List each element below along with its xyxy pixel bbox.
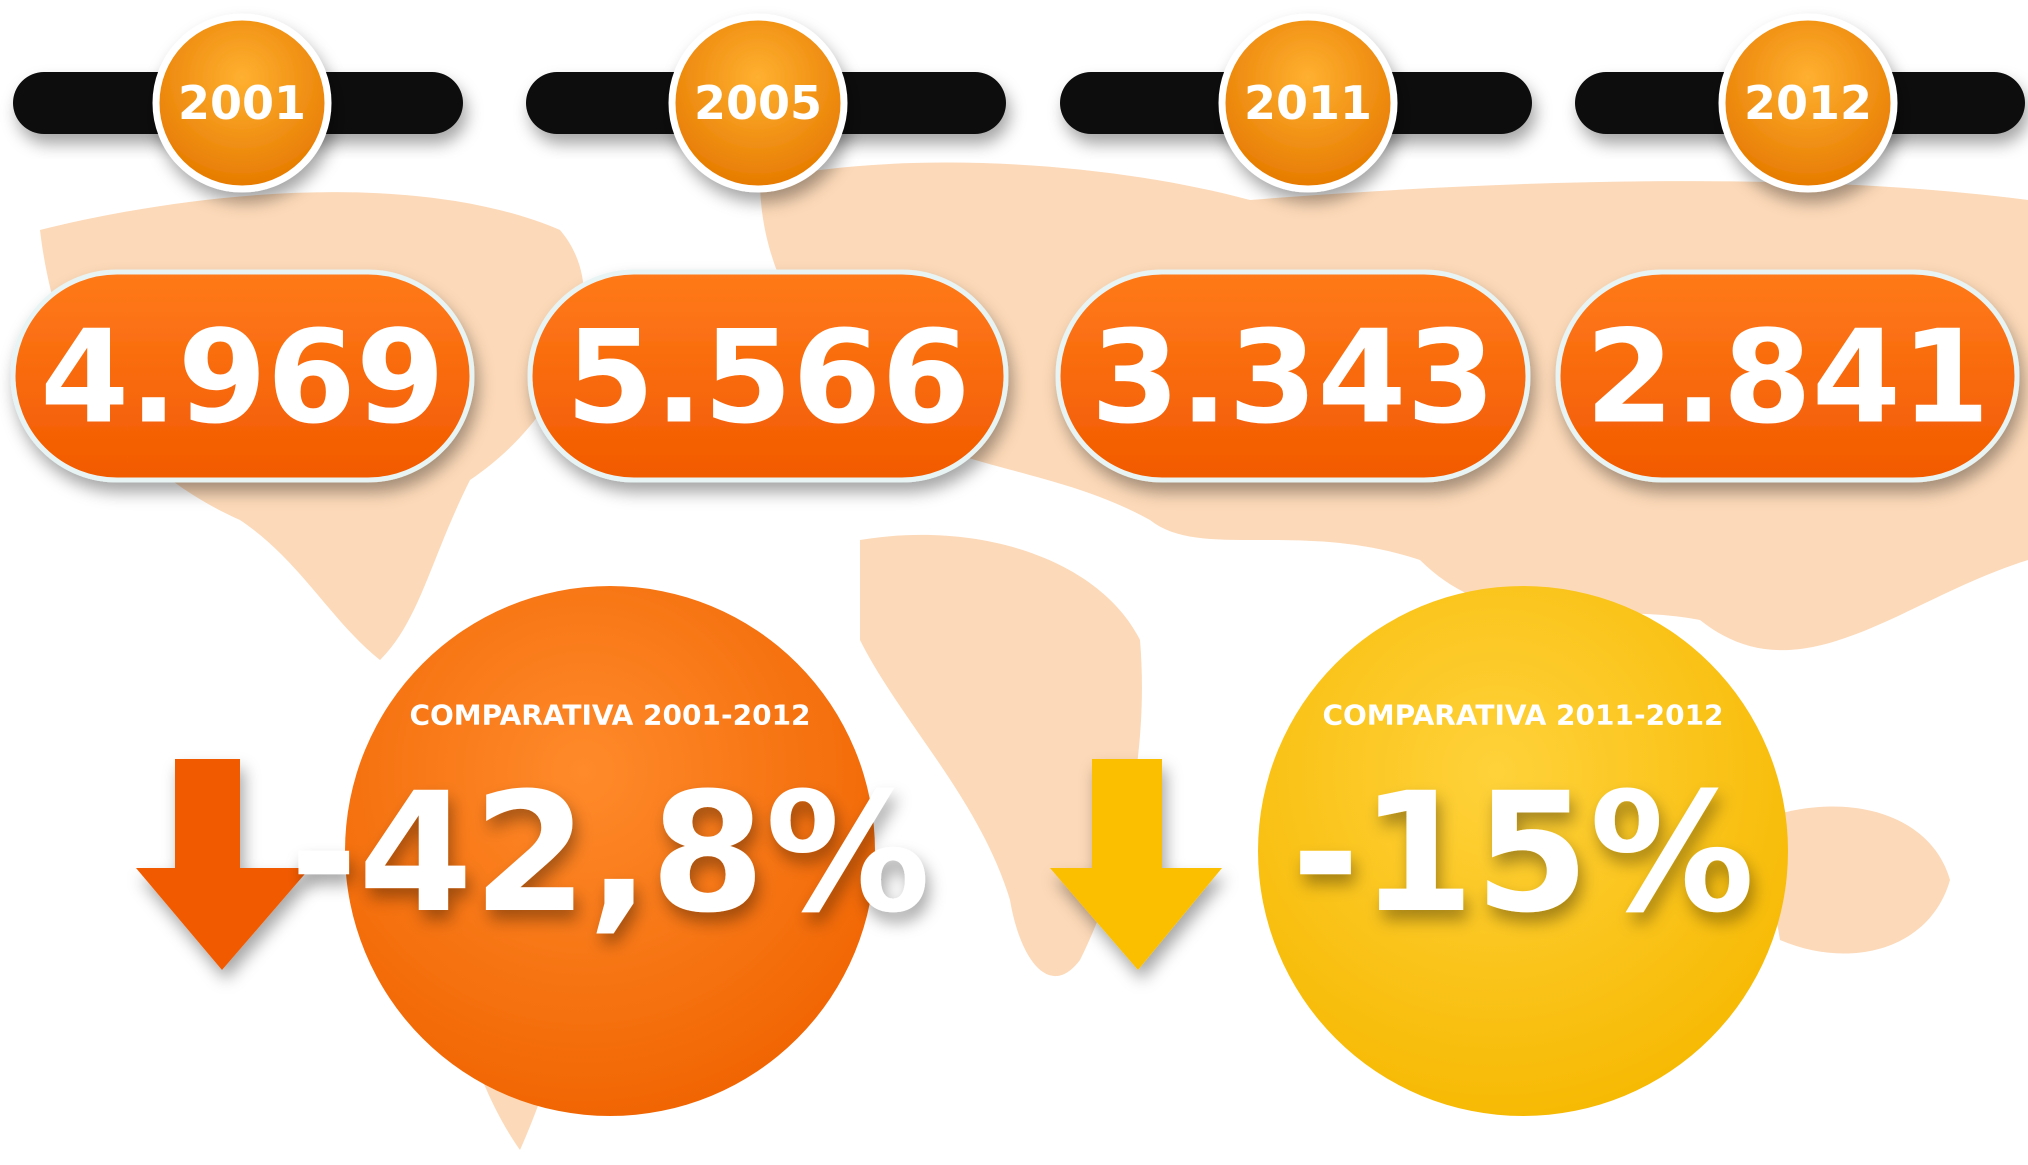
comparison-value: -42,8%: [290, 757, 931, 949]
comparison-label: COMPARATIVA 2011-2012: [1322, 699, 1723, 732]
year-badge: [668, 13, 848, 193]
comparison-label: COMPARATIVA 2001-2012: [409, 699, 810, 732]
year-badge: [152, 13, 332, 193]
value-label: 3.343: [1091, 304, 1496, 453]
value-label: 5.566: [566, 304, 971, 453]
value-pill: [527, 269, 1009, 483]
year-label: 2005: [694, 76, 822, 130]
comparison-1: COMPARATIVA 2001-2012 -42,8%: [136, 586, 930, 1116]
period: 2001 4.969: [10, 13, 475, 483]
year-label: 2012: [1744, 76, 1872, 130]
value-pill: [1555, 269, 2020, 483]
comparison-2: COMPARATIVA 2011-2012 -15%: [1050, 586, 1788, 1116]
year-badge: [1718, 13, 1898, 193]
value-pill: [10, 269, 475, 483]
down-arrow: [136, 759, 310, 970]
comparison-circle: [1258, 586, 1788, 1116]
down-arrow: [1050, 759, 1222, 970]
value-label: 2.841: [1585, 304, 1990, 453]
period: 2005 5.566: [526, 13, 1009, 483]
comparison-value: -15%: [1291, 757, 1754, 949]
value-pill: [1055, 269, 1531, 483]
comparison-circle: [345, 586, 875, 1116]
year-badge: [1218, 13, 1398, 193]
period: 2012 2.841: [1555, 13, 2025, 483]
periods: 2001 4.969 2005 5.566 2011 3.343 2012 2.841: [10, 13, 2025, 483]
year-label: 2011: [1244, 76, 1372, 130]
value-label: 4.969: [40, 304, 445, 453]
period: 2011 3.343: [1055, 13, 1532, 483]
year-label: 2001: [178, 76, 306, 130]
